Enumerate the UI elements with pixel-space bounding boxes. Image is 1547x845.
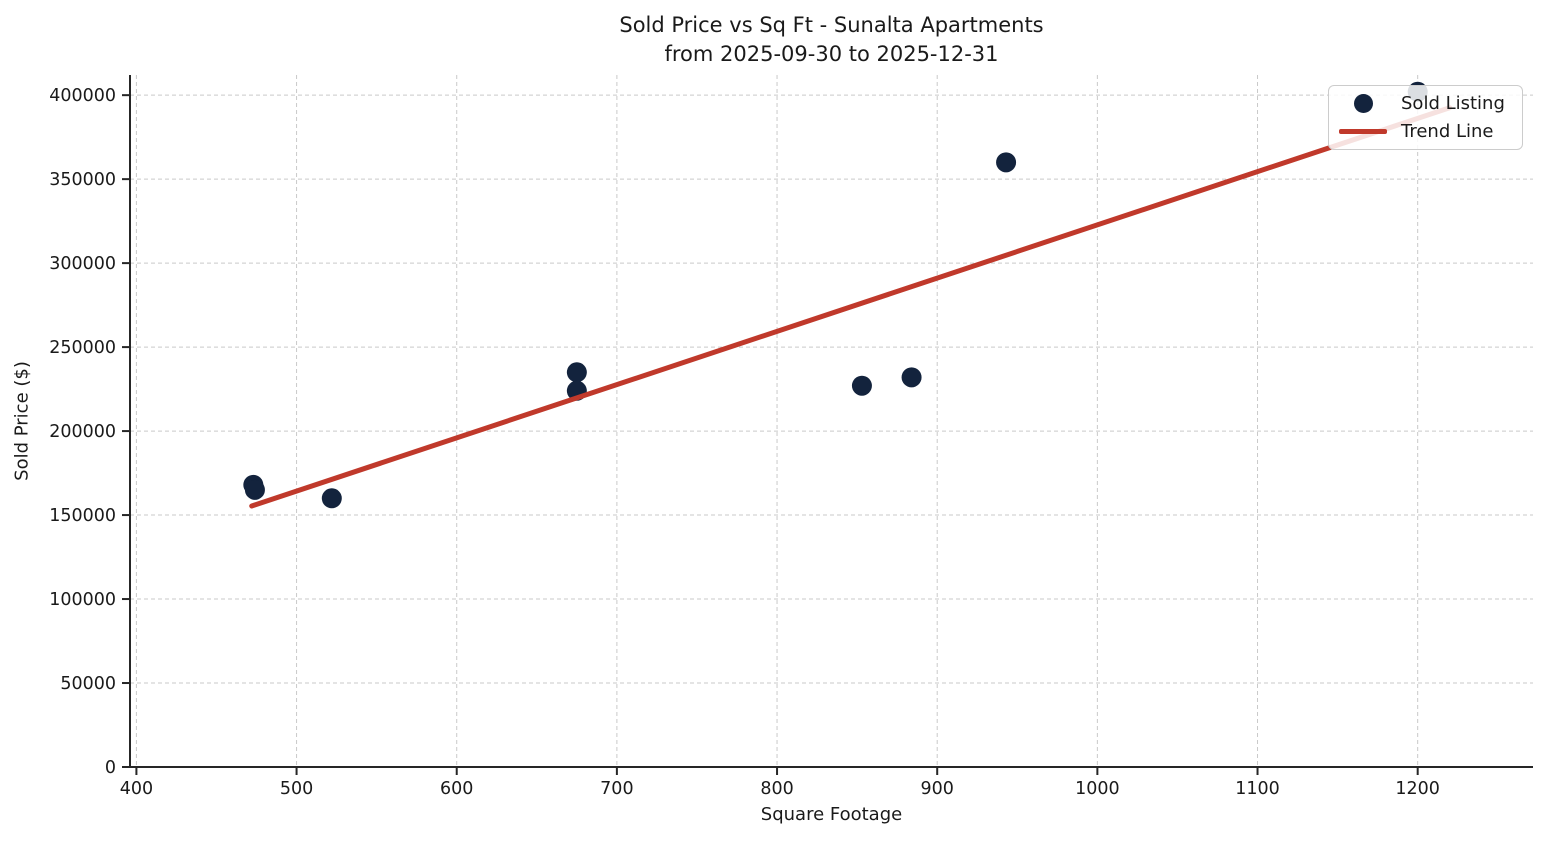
- y-tick-label: 250000: [49, 338, 116, 358]
- x-tick-label: 1100: [1235, 779, 1280, 799]
- x-tick-label: 900: [921, 779, 954, 799]
- x-tick-label: 1000: [1075, 779, 1120, 799]
- x-tick-label: 500: [280, 779, 313, 799]
- scatter-point: [851, 375, 872, 396]
- scatter-point: [566, 362, 587, 383]
- x-tick-label: 400: [120, 779, 153, 799]
- legend-item-trend-line: Trend Line: [1337, 118, 1514, 144]
- y-axis-label: Sold Price ($): [11, 361, 33, 481]
- y-tick-label: 50000: [60, 674, 116, 694]
- legend-marker-area: [1337, 94, 1389, 114]
- legend-item-sold-listing: Sold Listing: [1337, 91, 1514, 117]
- legend: Sold Listing Trend Line: [1328, 85, 1523, 150]
- legend-label-sold-listing: Sold Listing: [1401, 93, 1505, 115]
- y-tick-label: 100000: [49, 590, 116, 610]
- x-tick-label: 600: [440, 779, 473, 799]
- y-tick-label: 300000: [49, 254, 116, 274]
- y-tick-label: 150000: [49, 506, 116, 526]
- scatter-point: [901, 367, 922, 388]
- y-tick-label: 200000: [49, 422, 116, 442]
- scatter-point: [321, 488, 342, 509]
- y-tick-label: 0: [105, 758, 116, 778]
- scatter-point: [244, 479, 265, 500]
- trend-line-icon: [1339, 128, 1387, 134]
- legend-label-trend-line: Trend Line: [1401, 120, 1494, 142]
- y-tick-label: 400000: [49, 86, 116, 106]
- x-tick-label: 1200: [1395, 779, 1440, 799]
- x-tick-label: 800: [760, 779, 793, 799]
- y-tick-label: 350000: [49, 170, 116, 190]
- trend-line: [249, 105, 1453, 509]
- chart-title-line1: Sold Price vs Sq Ft - Sunalta Apartments: [619, 13, 1044, 37]
- chart-title: Sold Price vs Sq Ft - Sunalta Apartments…: [130, 11, 1533, 69]
- x-axis-label: Square Footage: [760, 804, 903, 825]
- chart-title-line2: from 2025-09-30 to 2025-12-31: [664, 42, 999, 66]
- x-tick-label: 700: [600, 779, 633, 799]
- sold-listing-dot-icon: [1353, 94, 1373, 114]
- legend-marker-area: [1337, 128, 1389, 134]
- scatter-point: [996, 152, 1017, 173]
